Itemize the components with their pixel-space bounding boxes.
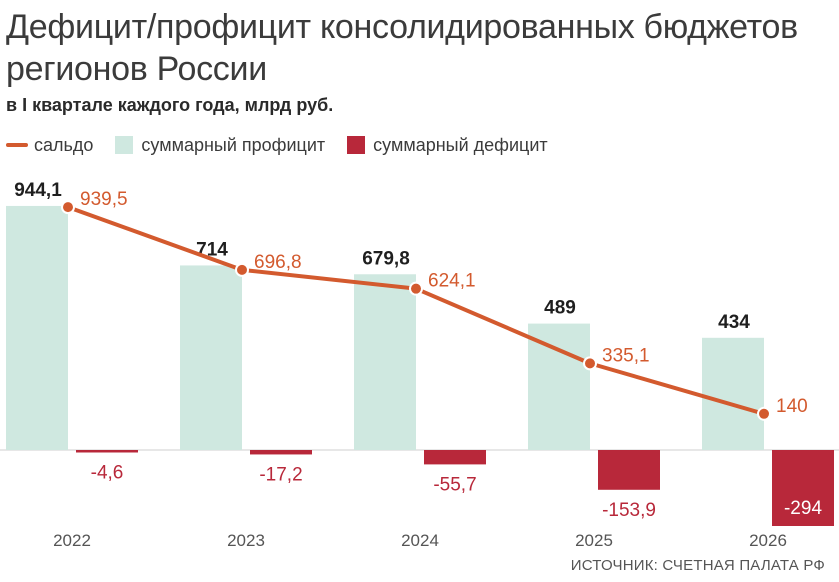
balance-value-label: 624,1: [428, 271, 476, 292]
legend-item-surplus: суммарный профицит: [115, 135, 325, 156]
surplus-bar: [354, 274, 416, 450]
surplus-value-label: 679,8: [362, 248, 410, 269]
legend: сальдо суммарный профицит суммарный дефи…: [6, 132, 570, 158]
legend-item-balance: сальдо: [6, 135, 93, 156]
chart-subtitle: в I квартале каждого года, млрд руб.: [6, 95, 334, 115]
deficit-bar: [76, 450, 138, 453]
legend-label-deficit: суммарный дефицит: [373, 134, 548, 155]
deficit-bar: [424, 450, 486, 465]
surplus-value-label: 489: [544, 298, 576, 319]
deficit-value-label: -294: [784, 498, 822, 519]
surplus-bar: [702, 337, 764, 450]
deficit-value-label: -55,7: [433, 474, 476, 495]
x-tick-label: 2025: [575, 531, 613, 550]
deficit-value-label: -4,6: [91, 463, 124, 484]
balance-value-label: 939,5: [80, 189, 128, 210]
surplus-bar: [180, 265, 242, 450]
legend-label-surplus: суммарный профицит: [141, 134, 326, 155]
balance-point: [583, 356, 597, 371]
legend-item-deficit: суммарный дефицит: [347, 135, 548, 156]
legend-swatch-balance: [6, 143, 28, 147]
legend-label-balance: сальдо: [34, 134, 94, 155]
balance-point: [235, 262, 249, 277]
x-tick-label: 2026: [749, 531, 787, 550]
deficit-value-label: -153,9: [602, 500, 656, 521]
x-tick-label: 2023: [227, 531, 265, 550]
legend-swatch-deficit: [347, 136, 366, 154]
balance-point: [61, 200, 75, 215]
balance-value-label: 140: [776, 396, 808, 417]
balance-point: [409, 281, 423, 296]
x-tick-label: 2024: [401, 531, 439, 550]
surplus-bar: [528, 323, 590, 450]
legend-swatch-surplus: [115, 136, 134, 154]
deficit-bar: [772, 450, 834, 526]
deficit-bar: [598, 450, 660, 490]
deficit-value-label: -17,2: [259, 464, 302, 485]
source-note: ИСТОЧНИК: СЧЕТНАЯ ПАЛАТА РФ: [570, 557, 825, 574]
chart-title: Дефицит/профицит консолидированных бюдже…: [6, 8, 798, 88]
x-tick-label: 2022: [53, 531, 91, 550]
balance-value-label: 335,1: [602, 345, 650, 366]
surplus-value-label: 944,1: [14, 180, 62, 201]
balance-value-label: 696,8: [254, 252, 302, 273]
surplus-bar: [6, 205, 68, 450]
surplus-value-label: 434: [718, 312, 750, 333]
balance-point: [757, 406, 771, 421]
deficit-bar: [250, 450, 312, 455]
